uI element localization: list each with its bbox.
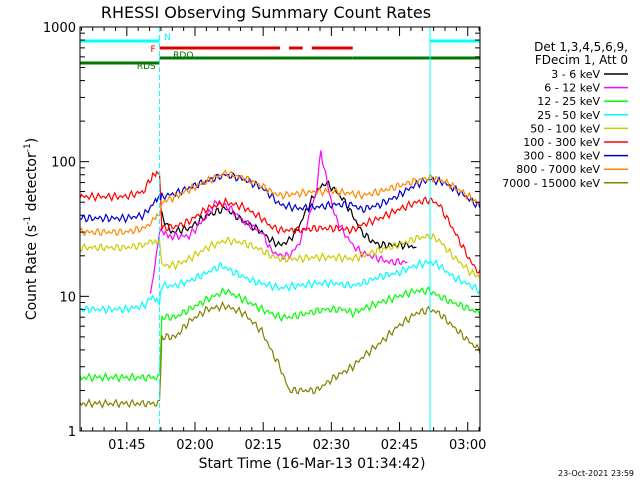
y-axis-label-main: Count Rate (s xyxy=(24,225,40,320)
legend-label-3: 25 - 50 keV xyxy=(537,109,600,122)
series-line-8 xyxy=(79,300,481,409)
series-line-7 xyxy=(79,169,481,237)
legend-label-8: 7000 - 15000 keV xyxy=(502,177,600,190)
x-tick-label: 01:45 xyxy=(108,438,145,453)
flag-n-label: N xyxy=(164,33,171,43)
legend-header-1: Det 1,3,4,5,6,9, xyxy=(534,40,628,54)
series-line-0 xyxy=(161,180,417,251)
plot-frame xyxy=(79,26,481,432)
series-line-1 xyxy=(149,150,408,294)
y-tick-label: 1000 xyxy=(43,21,76,36)
footer-date: 23-Oct-2021 23:59 xyxy=(558,469,634,478)
y-tick-label: 10 xyxy=(59,290,76,305)
flag-rds-label: RDS xyxy=(137,62,156,72)
legend-label-4: 50 - 100 keV xyxy=(530,122,600,135)
x-tick-label: 02:30 xyxy=(313,438,350,453)
y-axis-label-mid: detector xyxy=(24,152,40,216)
y-tick-label: 1 xyxy=(68,425,76,440)
legend-label-1: 6 - 12 keV xyxy=(544,82,600,95)
x-tick-label: 02:45 xyxy=(381,438,418,453)
chart-title: RHESSI Observing Summary Count Rates xyxy=(101,3,431,22)
y-axis-label-end: ) xyxy=(24,138,40,143)
x-tick-label: 03:00 xyxy=(449,438,486,453)
y-axis-label: Count Rate (s-1 detector-1) xyxy=(23,138,40,320)
y-axis-label-sup1: -1 xyxy=(23,216,33,225)
legend-header-2: FDecim 1, Att 0 xyxy=(535,53,628,67)
flags-layer: NF RDO RDS xyxy=(80,33,480,72)
x-axis-ticks: 01:45 02:00 02:15 02:30 02:45 03:00 xyxy=(80,27,486,453)
legend-label-5: 100 - 300 keV xyxy=(523,136,600,149)
legend-label-2: 12 - 25 keV xyxy=(537,95,600,108)
x-tick-label: 02:00 xyxy=(176,438,213,453)
series-line-3 xyxy=(79,259,481,315)
series-line-5 xyxy=(79,170,481,274)
series-line-4 xyxy=(79,232,481,279)
flag-f-label: F xyxy=(150,45,155,55)
legend-label-6: 300 - 800 keV xyxy=(523,150,600,163)
legend-label-0: 3 - 6 keV xyxy=(551,68,600,81)
flag-rdo-label: RDO xyxy=(173,51,193,61)
series-line-2 xyxy=(79,285,481,383)
x-axis-label: Start Time (16-Mar-13 01:34:42) xyxy=(199,456,426,472)
y-axis-ticks: 1 10 100 1000 xyxy=(43,21,480,440)
legend-label-7: 800 - 7000 keV xyxy=(516,163,600,176)
series-layer xyxy=(79,150,481,409)
y-axis-label-sup2: -1 xyxy=(23,143,33,152)
series-line-6 xyxy=(79,172,481,224)
x-tick-label: 02:15 xyxy=(244,438,281,453)
y-tick-label: 100 xyxy=(51,156,76,171)
